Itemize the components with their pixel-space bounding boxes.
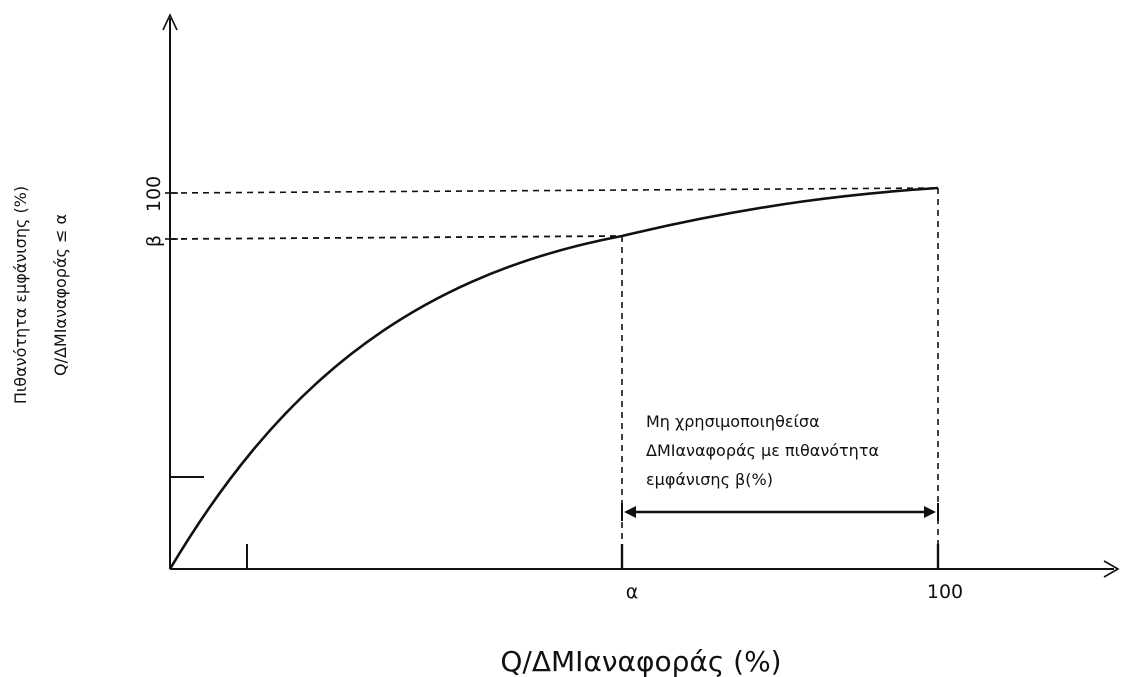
- x-tick-label-100: 100: [927, 581, 963, 603]
- y-axis-title-line-2: Q/ΔMIαναφοράς ≤ α: [51, 214, 70, 376]
- y-tick-label-beta: β: [143, 235, 165, 247]
- probability-curve: [168, 186, 939, 570]
- x-axis-arrow-icon: [1103, 560, 1120, 578]
- span-arrow-right-icon: [924, 506, 936, 518]
- x-axis-title: Q/ΔMIαναφοράς (%): [500, 645, 781, 677]
- y-axis-title-line-1: Πιθανότητα εμφάνισης (%): [11, 186, 30, 404]
- guide-line-beta-horizontal: [169, 235, 623, 240]
- x-tick-label-alpha: α: [626, 581, 639, 603]
- annotation-line-2: ΔMIαναφοράς με πιθανότητα: [646, 441, 879, 460]
- annotation-line-1: Μη χρησιμοποιηθείσα: [646, 412, 820, 431]
- y-axis-arrow-icon: [162, 13, 178, 31]
- span-arrow-left-icon: [624, 506, 636, 518]
- guide-line-100-horizontal: [169, 187, 939, 194]
- y-tick-label-100: 100: [143, 176, 165, 212]
- annotation-line-3: εμφάνισης β(%): [646, 470, 773, 489]
